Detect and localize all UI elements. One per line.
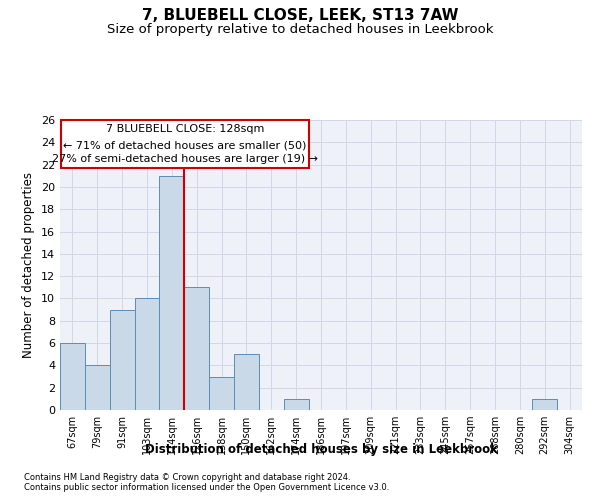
- Text: Distribution of detached houses by size in Leekbrook: Distribution of detached houses by size …: [145, 442, 497, 456]
- Bar: [284, 399, 308, 410]
- Text: ← 71% of detached houses are smaller (50): ← 71% of detached houses are smaller (50…: [63, 140, 307, 150]
- Bar: [134, 298, 160, 410]
- Text: 7 BLUEBELL CLOSE: 128sqm: 7 BLUEBELL CLOSE: 128sqm: [106, 124, 264, 134]
- Y-axis label: Number of detached properties: Number of detached properties: [22, 172, 35, 358]
- Text: 27% of semi-detached houses are larger (19) →: 27% of semi-detached houses are larger (…: [52, 154, 318, 164]
- Text: Size of property relative to detached houses in Leekbrook: Size of property relative to detached ho…: [107, 22, 493, 36]
- Text: 7, BLUEBELL CLOSE, LEEK, ST13 7AW: 7, BLUEBELL CLOSE, LEEK, ST13 7AW: [142, 8, 458, 22]
- Bar: [209, 376, 234, 410]
- Bar: [160, 176, 184, 410]
- Bar: [532, 399, 557, 410]
- Bar: [234, 354, 259, 410]
- Text: Contains HM Land Registry data © Crown copyright and database right 2024.: Contains HM Land Registry data © Crown c…: [24, 472, 350, 482]
- Bar: [110, 310, 134, 410]
- Bar: [184, 288, 209, 410]
- FancyBboxPatch shape: [61, 120, 308, 168]
- Bar: [60, 343, 85, 410]
- Text: Contains public sector information licensed under the Open Government Licence v3: Contains public sector information licen…: [24, 484, 389, 492]
- Bar: [85, 366, 110, 410]
